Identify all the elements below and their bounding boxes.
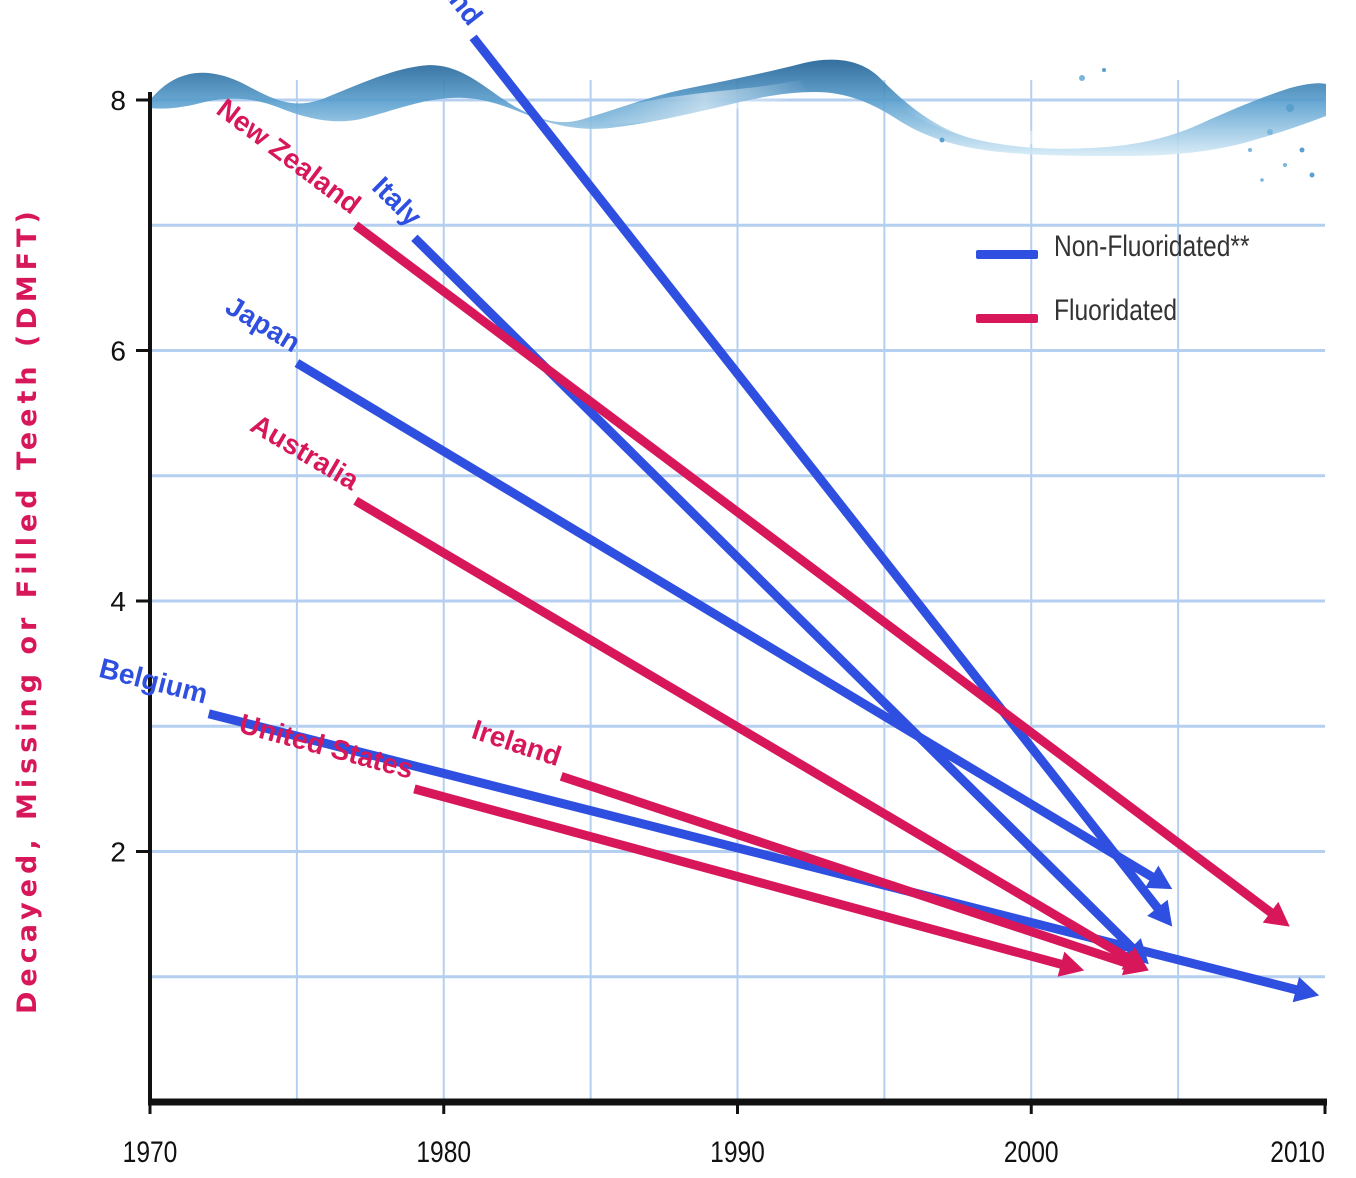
water-wave-illustration — [150, 59, 1326, 182]
arrowhead-united-states — [1057, 951, 1085, 977]
series-label-iceland: Iceland — [405, 0, 489, 31]
arrow-japan — [294, 359, 1158, 883]
x-tick-label: 1970 — [123, 1135, 178, 1169]
arrowhead-ireland — [1121, 950, 1149, 976]
arrow-iceland — [469, 34, 1164, 914]
y-tick-label: 4 — [110, 586, 126, 617]
series-label-italy: Italy — [366, 171, 428, 233]
arrowhead-iceland — [1147, 899, 1173, 927]
arrowhead-japan — [1144, 865, 1173, 890]
legend-label-fluoridated: Fluoridated — [1054, 294, 1178, 327]
arrow-new-zealand — [352, 221, 1277, 919]
y-tick-label: 8 — [110, 85, 126, 116]
arrow-united-states — [413, 784, 1066, 970]
series-label-japan: Japan — [220, 290, 305, 358]
y-axis-label: Decayed, Missing or Filled Teeth (DMFT) — [12, 206, 43, 1014]
arrow-australia — [353, 496, 1134, 965]
series-label-united-states: United States — [236, 708, 417, 785]
arrowhead-belgium — [1292, 977, 1320, 1003]
legend-label-non-fluoridated: Non-Fluoridated** — [1054, 230, 1250, 263]
y-tick-label: 2 — [110, 837, 126, 868]
axes: 1970 1980 1990 2000 2010 2 4 6 8 — [110, 85, 1327, 1169]
arrow-ireland — [559, 772, 1132, 969]
legend-swatch-non-fluoridated — [976, 250, 1038, 259]
x-tick-label: 1990 — [710, 1135, 765, 1169]
x-tick-label: 2000 — [1004, 1135, 1059, 1169]
series-label-australia: Australia — [245, 408, 364, 496]
series-arrows — [207, 34, 1320, 1003]
x-tick-label: 1980 — [416, 1135, 471, 1169]
x-tick-label: 2010 — [1270, 1135, 1325, 1169]
y-tick-label: 6 — [110, 336, 126, 367]
series-label-belgium: Belgium — [96, 652, 211, 709]
legend-swatch-fluoridated — [976, 314, 1038, 323]
series-label-ireland: Ireland — [468, 714, 565, 772]
arrowhead-new-zealand — [1262, 901, 1290, 927]
arrow-belgium — [207, 709, 1301, 995]
